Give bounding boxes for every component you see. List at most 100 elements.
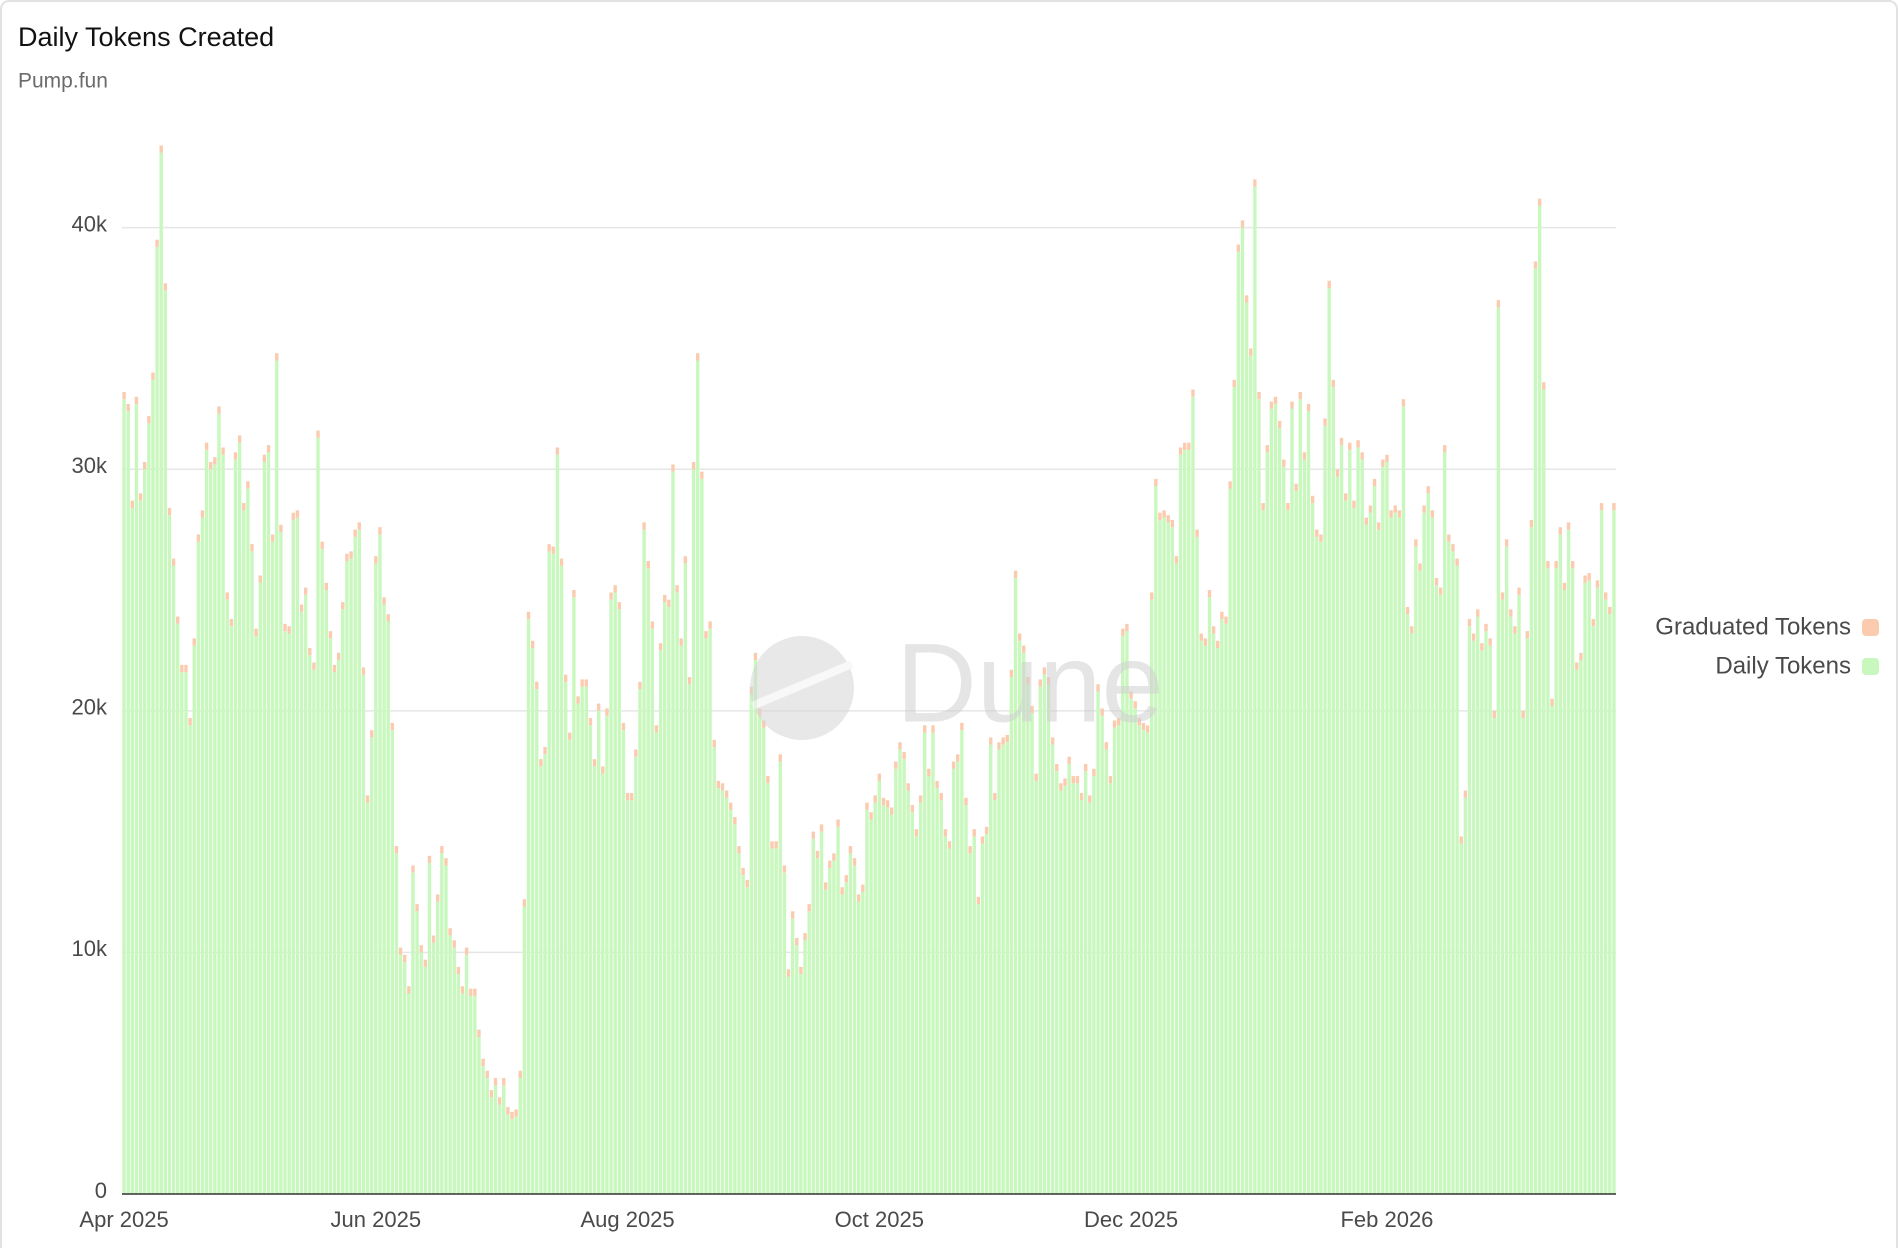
bar-segment: [1211, 626, 1216, 634]
bar-segment: [1509, 616, 1513, 1194]
legend-label: Graduated Tokens: [1655, 613, 1851, 640]
bar-segment: [902, 759, 906, 1194]
bar-segment: [535, 681, 539, 690]
bar-segment: [1083, 771, 1088, 1194]
bar-segment: [151, 372, 155, 380]
bar-segment: [1079, 800, 1084, 1194]
bar-segment: [460, 986, 465, 994]
bar-segment: [1162, 517, 1166, 1194]
bar-segment: [576, 703, 580, 1194]
bar-segment: [803, 940, 807, 1194]
bar-segment: [250, 544, 254, 552]
bar-segment: [1356, 440, 1360, 448]
bar-segment: [984, 834, 989, 1194]
bar-segment: [749, 693, 754, 1194]
bar-segment: [1467, 626, 1472, 1194]
bar-segment: [324, 582, 328, 591]
bar-segment: [134, 396, 139, 404]
bar-segment: [617, 609, 622, 1194]
bar-segment: [1244, 295, 1249, 303]
bar-segment: [485, 1070, 489, 1079]
bar-segment: [522, 906, 527, 1194]
bar-segment: [803, 933, 807, 941]
bar-segment: [1183, 449, 1187, 1194]
bar-segment: [1393, 512, 1397, 1194]
bar-segment: [423, 966, 428, 1194]
bar-segment: [419, 945, 423, 953]
bar-segment: [473, 988, 477, 996]
bar-segment: [1261, 503, 1265, 511]
bar-segment: [415, 904, 419, 912]
x-tick-label: Dec 2025: [1084, 1207, 1178, 1232]
bar-segment: [1088, 802, 1092, 1194]
bar-segment: [1216, 640, 1220, 649]
bar-segment: [1096, 684, 1100, 692]
bar-segment: [852, 865, 857, 1194]
bar-segment: [741, 867, 745, 876]
bar-segment: [270, 541, 275, 1194]
bar-segment: [770, 841, 774, 849]
bar-segment: [630, 792, 634, 801]
bar-segment: [704, 638, 708, 1194]
bar-segment: [1187, 449, 1191, 1194]
bar-segment: [696, 353, 700, 361]
bar-segment: [584, 686, 588, 1194]
bar-segment: [951, 761, 956, 769]
bar-segment: [130, 507, 135, 1194]
bar-segment: [176, 616, 180, 624]
legend: Graduated Tokens Daily Tokens: [1655, 613, 1879, 679]
bar-segment: [737, 853, 741, 1194]
bar-segment: [279, 532, 283, 1194]
bar-segment: [621, 722, 626, 731]
bar-segment: [1447, 534, 1451, 542]
bar-segment: [766, 776, 770, 784]
bar-segment: [1372, 478, 1377, 487]
bar-segment: [960, 730, 964, 1194]
bar-segment: [630, 800, 634, 1194]
bar-segment: [844, 882, 848, 1194]
bar-segment: [836, 819, 840, 827]
bar-segment: [1517, 594, 1521, 1194]
bar-segment: [291, 512, 295, 520]
bar-segment: [1608, 614, 1612, 1194]
bar-segment: [572, 590, 576, 598]
x-tick-label: Aug 2025: [580, 1207, 674, 1232]
x-tick-label: Jun 2025: [331, 1207, 422, 1232]
bar-segment: [733, 824, 737, 1194]
bar-segment: [980, 843, 985, 1194]
bar-segment: [997, 742, 1001, 750]
bar-segment: [1207, 590, 1212, 598]
bar-segment: [180, 672, 184, 1194]
bar-segment: [1042, 667, 1047, 675]
bar-segment: [898, 742, 902, 750]
bar-segment: [1199, 640, 1203, 1194]
bar-segment: [584, 679, 588, 687]
bar-segment: [1038, 686, 1042, 1194]
bar-segment: [914, 829, 919, 837]
bar-segment: [815, 850, 820, 859]
bar-segment: [1046, 684, 1051, 1194]
bar-segment: [696, 360, 700, 1194]
bar-segment: [312, 662, 316, 670]
bar-segment: [539, 766, 543, 1194]
bar-segment: [448, 935, 452, 1194]
y-tick-label: 0: [95, 1178, 107, 1203]
bar-segment: [308, 655, 312, 1194]
bar-segment: [543, 754, 547, 1194]
bar-segment: [275, 360, 279, 1194]
bar-segment: [163, 290, 168, 1194]
bar-segment: [877, 780, 882, 1194]
bar-segment: [580, 686, 584, 1194]
bar-segment: [184, 664, 188, 673]
bar-segment: [469, 995, 473, 1194]
bar-segment: [881, 805, 886, 1194]
bar-segment: [469, 988, 473, 996]
bar-segment: [1368, 505, 1373, 513]
bar-segment: [931, 732, 935, 1194]
bar-segment: [795, 937, 799, 946]
bar-segment: [683, 556, 688, 564]
bar-segment: [1310, 503, 1315, 1194]
bar-segment: [1443, 445, 1447, 453]
bar-segment: [881, 797, 886, 806]
bar-segment: [1335, 476, 1340, 1195]
